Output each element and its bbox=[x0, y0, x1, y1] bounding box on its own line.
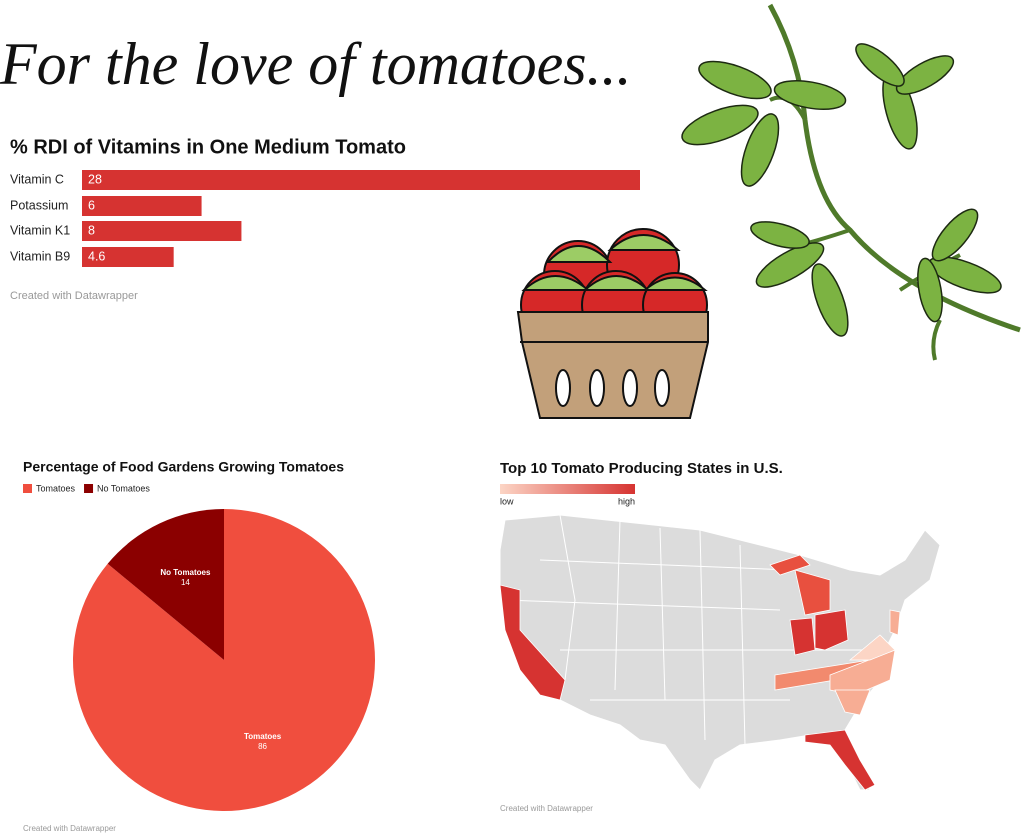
legend-label: high bbox=[618, 496, 635, 506]
value-label: 4.6 bbox=[88, 249, 105, 263]
credit: Created with Datawrapper bbox=[10, 290, 138, 302]
legend-swatch bbox=[23, 484, 32, 493]
highlighted-state bbox=[769, 554, 811, 576]
state-border bbox=[659, 527, 666, 701]
category-label: Vitamin C bbox=[10, 172, 64, 186]
highlighted-state bbox=[804, 729, 876, 791]
highlighted-state bbox=[499, 584, 566, 701]
slice-label: Tomatoes bbox=[244, 732, 282, 741]
highlighted-state bbox=[889, 609, 901, 636]
slice-value: 86 bbox=[258, 742, 267, 751]
credit: Created with Datawrapper bbox=[500, 804, 593, 813]
legend-label: No Tomatoes bbox=[97, 483, 150, 493]
state-border bbox=[539, 559, 791, 571]
highlighted-state bbox=[814, 609, 849, 651]
slice-label: No Tomatoes bbox=[160, 568, 211, 577]
slice-value: 14 bbox=[181, 578, 190, 587]
state-border bbox=[504, 599, 781, 611]
basket-illustration bbox=[516, 228, 709, 419]
pie-slice bbox=[107, 509, 224, 660]
highlighted-state bbox=[794, 569, 831, 616]
bar bbox=[82, 196, 202, 216]
category-label: Vitamin K1 bbox=[10, 223, 70, 237]
bar bbox=[82, 170, 640, 190]
legend-label: Tomatoes bbox=[36, 483, 76, 493]
chart-title: Percentage of Food Gardens Growing Tomat… bbox=[23, 459, 344, 475]
highlighted-state bbox=[834, 689, 871, 716]
category-label: Vitamin B9 bbox=[10, 249, 70, 263]
bar bbox=[82, 247, 174, 267]
legend-label: low bbox=[500, 496, 514, 506]
legend-bar bbox=[500, 484, 635, 494]
highlighted-state bbox=[848, 634, 896, 661]
state-border bbox=[559, 514, 576, 681]
chart-title: % RDI of Vitamins in One Medium Tomato bbox=[10, 136, 406, 158]
category-label: Potassium bbox=[10, 198, 68, 212]
chart-title: Top 10 Tomato Producing States in U.S. bbox=[500, 460, 783, 477]
credit: Created with Datawrapper bbox=[23, 824, 116, 833]
vine-illustration bbox=[681, 3, 1021, 361]
state-border bbox=[699, 529, 706, 741]
value-label: 6 bbox=[88, 198, 95, 212]
legend-swatch bbox=[84, 484, 94, 493]
highlighted-state bbox=[789, 617, 816, 656]
bar bbox=[82, 221, 242, 241]
value-label: 8 bbox=[88, 223, 95, 237]
page-title: For the love of tomatoes... bbox=[0, 31, 632, 97]
state-border bbox=[614, 519, 621, 691]
state-border bbox=[739, 544, 746, 746]
value-label: 28 bbox=[88, 172, 102, 186]
